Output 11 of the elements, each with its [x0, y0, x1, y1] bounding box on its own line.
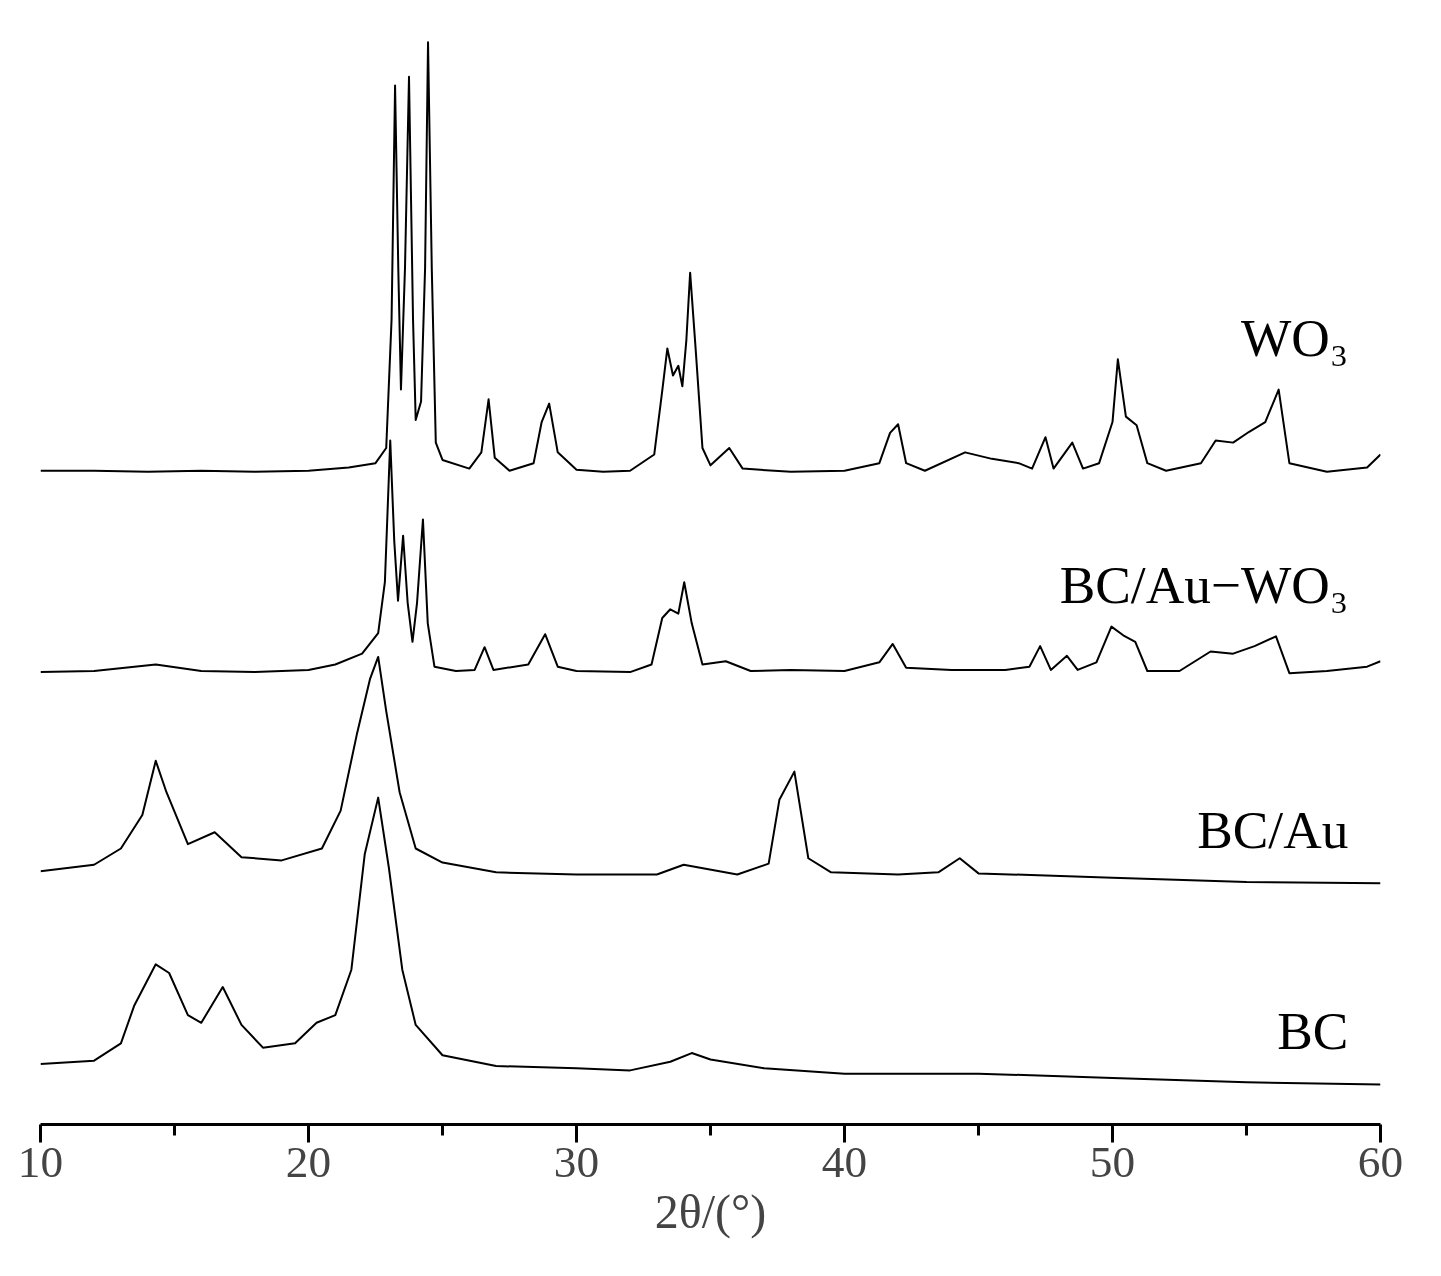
- x-tick-label: 20: [285, 1136, 332, 1187]
- x-tick-label: 60: [1357, 1136, 1404, 1187]
- series-label: BC/Au−WO₃: [1059, 554, 1349, 615]
- series-label: BC: [1277, 1000, 1349, 1061]
- series-label: BC/Au: [1197, 800, 1349, 861]
- x-tick-label: 40: [821, 1136, 868, 1187]
- series-label: WO₃: [1240, 307, 1349, 368]
- x-tick-label: 50: [1089, 1136, 1136, 1187]
- x-axis-title: 2θ/(°): [654, 1184, 767, 1239]
- x-tick-label: 10: [17, 1136, 64, 1187]
- x-tick-label: 30: [553, 1136, 600, 1187]
